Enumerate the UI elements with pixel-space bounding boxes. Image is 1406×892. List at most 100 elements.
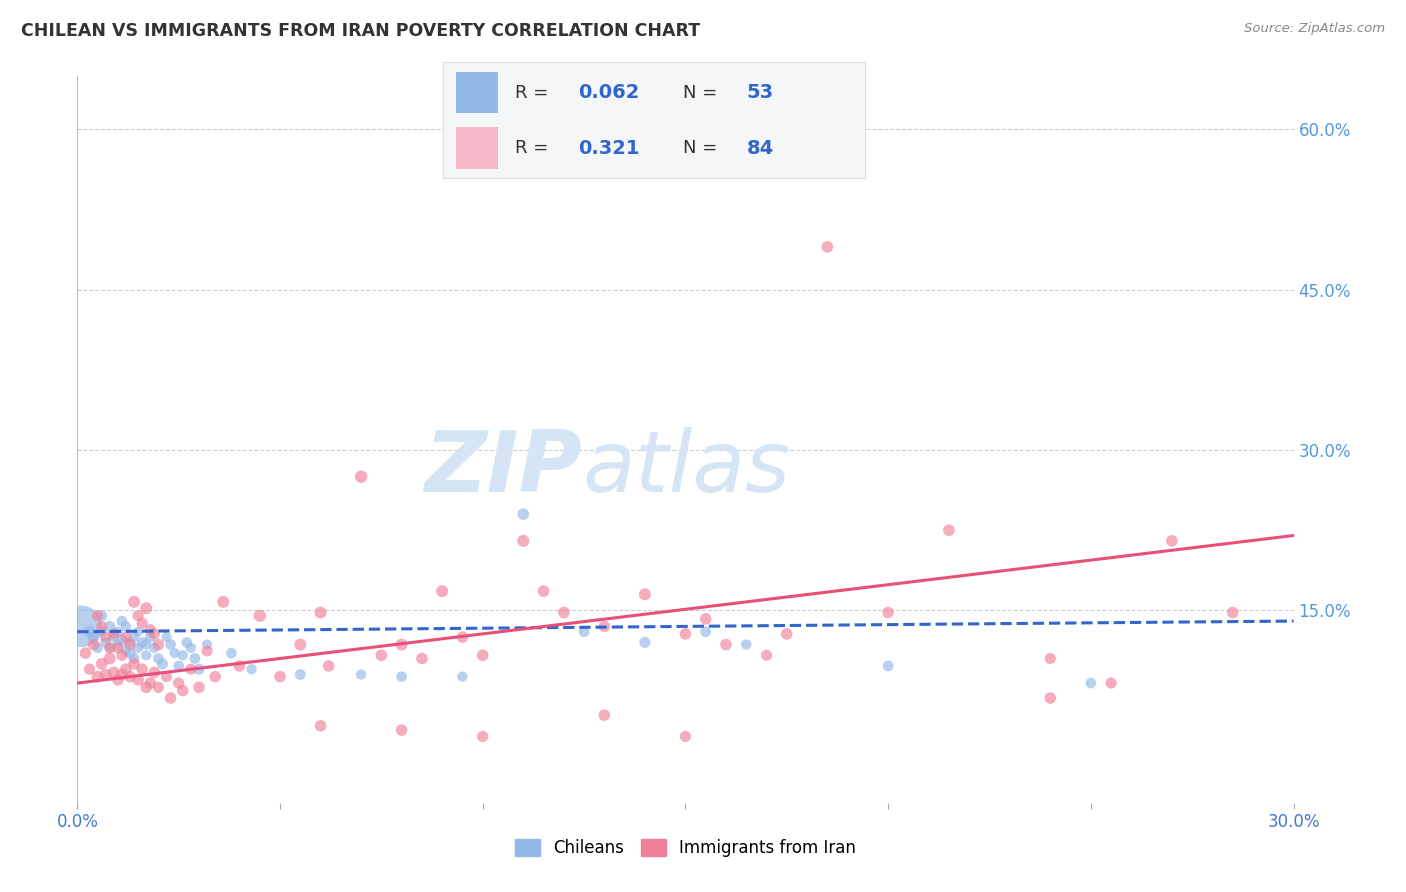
Text: N =: N = — [683, 84, 723, 102]
Point — [127, 624, 149, 639]
Point — [675, 627, 697, 641]
Point — [98, 640, 121, 655]
Point — [695, 624, 717, 639]
Point — [115, 619, 138, 633]
Point — [249, 608, 271, 623]
Point — [135, 681, 157, 695]
Point — [180, 662, 202, 676]
Point — [111, 614, 134, 628]
Point — [90, 624, 112, 639]
Point — [111, 648, 134, 663]
Point — [94, 630, 117, 644]
Point — [714, 638, 737, 652]
Point — [212, 595, 235, 609]
Point — [118, 638, 141, 652]
Point — [98, 651, 121, 665]
Point — [370, 648, 392, 663]
Point — [290, 667, 312, 681]
Point — [86, 608, 108, 623]
Point — [309, 719, 332, 733]
Point — [90, 619, 112, 633]
Point — [90, 608, 112, 623]
Text: ZIP: ZIP — [425, 427, 582, 510]
Point — [115, 644, 138, 658]
Point — [122, 595, 145, 609]
Point — [139, 676, 162, 690]
Point — [533, 584, 555, 599]
Point — [94, 667, 117, 681]
Point — [86, 640, 108, 655]
Point — [94, 635, 117, 649]
Point — [79, 662, 101, 676]
Point — [1080, 676, 1102, 690]
Point — [877, 659, 900, 673]
Text: Source: ZipAtlas.com: Source: ZipAtlas.com — [1244, 22, 1385, 36]
Point — [139, 630, 162, 644]
Text: atlas: atlas — [582, 427, 790, 510]
Point — [195, 644, 218, 658]
Point — [391, 638, 413, 652]
Point — [318, 659, 340, 673]
Point — [391, 723, 413, 737]
Point — [118, 670, 141, 684]
Text: 84: 84 — [747, 139, 773, 158]
Point — [675, 730, 697, 744]
Point — [735, 638, 758, 652]
Point — [86, 670, 108, 684]
Point — [111, 633, 134, 648]
Point — [131, 616, 153, 631]
Point — [553, 606, 575, 620]
Point — [451, 670, 474, 684]
Point — [148, 638, 170, 652]
Point — [118, 635, 141, 649]
Point — [471, 730, 494, 744]
Point — [167, 659, 190, 673]
Point — [148, 651, 170, 665]
Point — [572, 624, 595, 639]
Point — [115, 630, 138, 644]
Point — [309, 606, 332, 620]
Point — [634, 587, 657, 601]
Point — [143, 665, 166, 680]
Point — [107, 673, 129, 687]
Point — [79, 624, 101, 639]
Point — [159, 691, 181, 706]
Point — [90, 657, 112, 671]
Point — [877, 606, 900, 620]
Point — [131, 662, 153, 676]
Text: R =: R = — [515, 84, 554, 102]
Point — [512, 507, 534, 521]
Legend: Chileans, Immigrants from Iran: Chileans, Immigrants from Iran — [508, 832, 863, 863]
Point — [471, 648, 494, 663]
Point — [118, 646, 141, 660]
Point — [127, 673, 149, 687]
Point — [127, 608, 149, 623]
Point — [163, 646, 186, 660]
Point — [938, 523, 960, 537]
Point — [1222, 606, 1244, 620]
Point — [122, 657, 145, 671]
Bar — [456, 71, 498, 113]
Point — [135, 648, 157, 663]
Point — [176, 635, 198, 649]
Point — [240, 662, 263, 676]
Point — [204, 670, 226, 684]
Point — [634, 635, 657, 649]
Point — [512, 533, 534, 548]
Point — [350, 667, 373, 681]
Point — [1039, 651, 1062, 665]
Point — [139, 623, 162, 637]
Point — [350, 469, 373, 483]
Point — [131, 635, 153, 649]
Point — [593, 708, 616, 723]
Text: 53: 53 — [747, 83, 773, 102]
Point — [107, 624, 129, 639]
Point — [188, 662, 211, 676]
Bar — [456, 128, 498, 169]
Point — [1039, 691, 1062, 706]
Point — [755, 648, 778, 663]
Point — [228, 659, 250, 673]
Point — [107, 638, 129, 652]
Point — [107, 640, 129, 655]
Point — [127, 640, 149, 655]
